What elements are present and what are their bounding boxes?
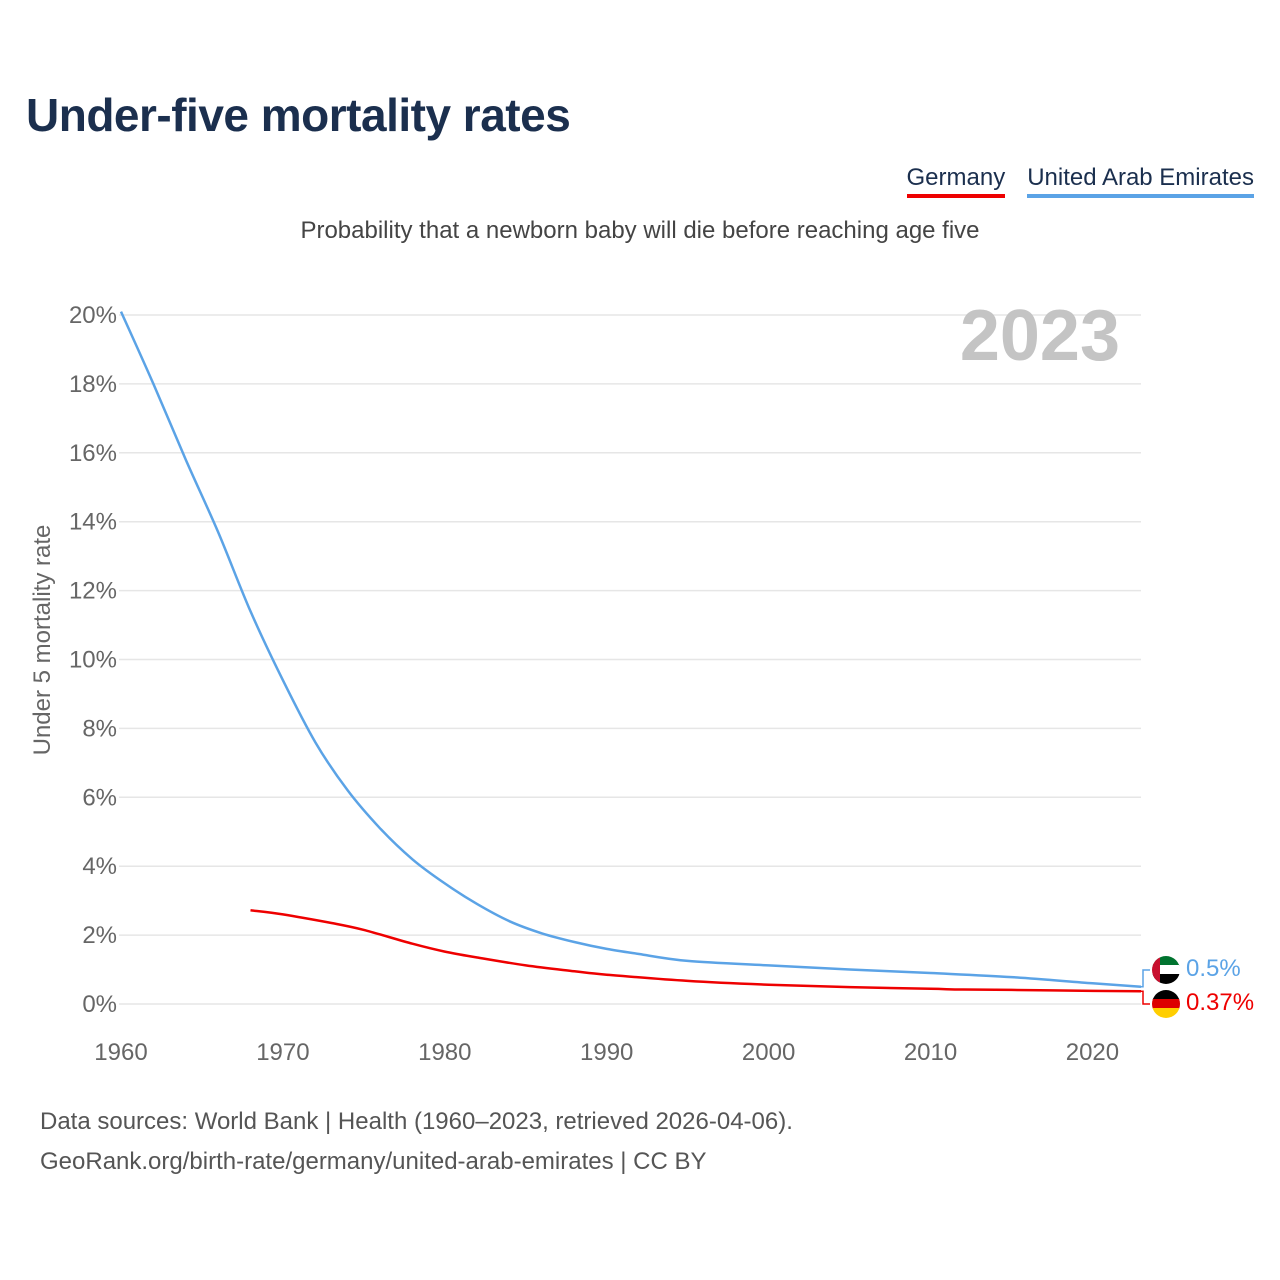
legend-item-germany[interactable]: Germany — [906, 164, 1006, 198]
germany-flag-icon — [1152, 990, 1180, 1018]
germany-label-connector — [1141, 990, 1150, 1005]
uae-flag-icon — [1152, 956, 1180, 984]
series-line-united-arab-emirates — [119, 311, 1142, 989]
y-tick-label: 18% — [69, 371, 117, 398]
chart-subtitle: Probability that a newborn baby will die… — [300, 217, 980, 244]
end-markers: 0.5% 0.37% — [1141, 955, 1254, 1018]
y-axis-ticks: 0% 2% 4% 6% 8% 10% 12% 14% 16% 18% 20% — [69, 302, 117, 1018]
source-line-2[interactable]: GeoRank.org/birth-rate/germany/united-ar… — [40, 1148, 707, 1175]
y-tick-label: 10% — [69, 647, 117, 674]
y-tick-label: 0% — [82, 991, 117, 1018]
source-line-1: Data sources: World Bank | Health (1960–… — [40, 1108, 793, 1135]
x-tick-label: 2010 — [904, 1039, 957, 1066]
germany-end-label: 0.37% — [1186, 989, 1254, 1016]
legend: Germany United Arab Emirates — [906, 164, 1254, 198]
grid-lines — [119, 314, 1141, 1005]
y-tick-label: 4% — [82, 853, 117, 880]
x-tick-label: 1990 — [580, 1039, 633, 1066]
x-tick-label: 1960 — [94, 1039, 147, 1066]
x-axis-ticks: 1960 1970 1980 1990 2000 2010 2020 — [94, 1039, 1119, 1066]
series-lines — [119, 311, 1142, 993]
y-tick-label: 12% — [69, 578, 117, 605]
y-tick-label: 16% — [69, 440, 117, 467]
y-tick-label: 6% — [82, 784, 117, 811]
series-line-germany — [250, 909, 1142, 993]
x-tick-label: 1970 — [256, 1039, 309, 1066]
y-tick-label: 20% — [69, 302, 117, 329]
uae-end-label: 0.5% — [1186, 955, 1241, 982]
uae-label-connector — [1141, 969, 1150, 988]
year-label: 2023 — [960, 296, 1120, 376]
x-tick-label: 1980 — [418, 1039, 471, 1066]
y-tick-label: 14% — [69, 509, 117, 536]
x-tick-label: 2020 — [1066, 1039, 1119, 1066]
x-tick-label: 2000 — [742, 1039, 795, 1066]
y-axis-label: Under 5 mortality rate — [29, 525, 56, 756]
legend-item-uae[interactable]: United Arab Emirates — [1027, 164, 1254, 198]
y-tick-label: 8% — [82, 715, 117, 742]
y-tick-label: 2% — [82, 922, 117, 949]
chart-title: Under-five mortality rates — [26, 89, 571, 141]
